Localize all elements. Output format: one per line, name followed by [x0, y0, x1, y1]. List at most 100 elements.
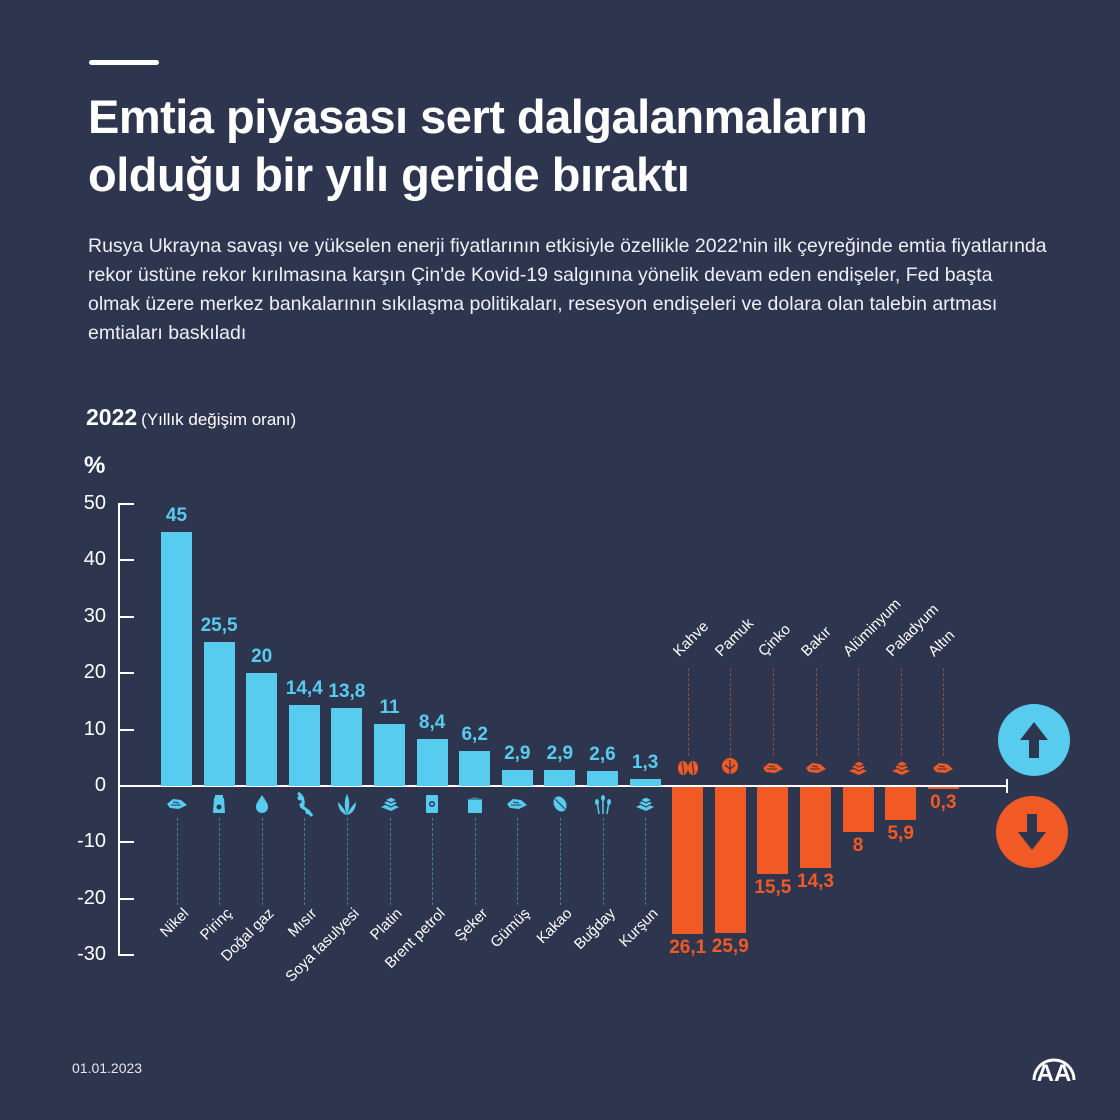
value-label: 5,9 — [887, 823, 914, 845]
chart-year-label: 2022 (Yıllık değişim oranı) — [86, 404, 296, 431]
arrow-up-icon — [1020, 722, 1048, 758]
y-tick-label: -20 — [77, 886, 106, 909]
leader-line — [815, 668, 817, 756]
metal-ore-icon — [761, 758, 785, 778]
category-label: Bakır — [797, 623, 835, 660]
leader-line — [900, 668, 902, 756]
leader-line — [517, 818, 519, 905]
metal-bars-icon — [633, 794, 657, 814]
y-tick — [118, 615, 134, 618]
increase-indicator — [998, 704, 1070, 776]
value-label: 6,2 — [461, 724, 488, 746]
value-label: 11 — [379, 696, 400, 718]
bar-5 — [374, 723, 405, 786]
coffee-beans-icon — [676, 758, 700, 778]
leader-line — [219, 818, 221, 905]
y-tick-label: 0 — [94, 774, 106, 796]
bar-9 — [544, 769, 576, 786]
category-label: Buğday — [570, 905, 619, 953]
corn-icon — [335, 794, 359, 815]
leader-line — [432, 818, 434, 905]
leader-line — [346, 818, 348, 905]
category-label: Pirinç — [196, 905, 236, 944]
metal-ore-icon — [804, 758, 828, 778]
value-label: 2,9 — [504, 742, 531, 764]
bar-6 — [416, 738, 448, 786]
value-label: 15,5 — [754, 877, 792, 899]
cocoa-pod-icon — [548, 794, 572, 814]
value-label: 2,6 — [589, 744, 616, 766]
value-label: 45 — [165, 505, 188, 527]
leader-line — [559, 818, 561, 905]
y-tick — [118, 897, 134, 900]
page-title: Emtia piyasası sert dalgalanmaların oldu… — [88, 88, 1048, 204]
y-tick-label: -10 — [77, 830, 106, 853]
y-tick-label: -30 — [77, 943, 106, 966]
cotton-icon — [718, 758, 742, 778]
year: 2022 — [86, 404, 138, 430]
y-tick — [118, 728, 134, 731]
bar-12 — [672, 787, 704, 935]
leader-line — [474, 818, 476, 905]
bar-8 — [501, 769, 533, 786]
y-tick — [118, 954, 134, 957]
bar-15 — [800, 787, 831, 868]
metal-bars-icon — [846, 758, 870, 778]
zero-baseline — [118, 785, 1008, 787]
publish-date: 01.01.2023 — [72, 1060, 143, 1076]
leader-line — [389, 818, 391, 905]
leader-line — [645, 818, 647, 905]
decorative-top-bar — [89, 60, 159, 65]
value-label: 14,4 — [285, 677, 323, 699]
subtitle: Rusya Ukrayna savaşı ve yükselen enerji … — [88, 235, 1047, 344]
decrease-indicator — [996, 796, 1068, 868]
leader-line — [261, 818, 263, 905]
sugar-sack-icon — [463, 794, 487, 814]
value-label: 25,5 — [200, 615, 238, 637]
bar-14 — [757, 787, 789, 875]
bar-4 — [331, 708, 363, 786]
bar-13 — [714, 787, 746, 934]
category-label: Mısır — [284, 905, 321, 941]
category-label: Kakao — [533, 905, 576, 948]
category-label: Çinko — [754, 620, 795, 660]
value-label: 8,4 — [418, 711, 446, 733]
y-tick — [118, 672, 134, 675]
y-tick — [118, 559, 134, 562]
metal-bars-icon — [378, 794, 402, 814]
category-label: Altın — [925, 626, 959, 660]
leader-line — [772, 668, 774, 756]
value-label: 13,8 — [328, 681, 366, 703]
bar-3 — [288, 704, 320, 786]
y-tick-label: 50 — [83, 492, 106, 514]
leader-line — [176, 818, 178, 905]
metal-ore-icon — [931, 758, 955, 778]
leader-line — [858, 668, 860, 756]
value-label: 2,9 — [546, 742, 574, 764]
leader-line — [602, 818, 604, 905]
category-label: Pamuk — [712, 614, 758, 660]
bar-18 — [927, 787, 959, 789]
leader-line — [730, 668, 732, 756]
y-tick — [118, 503, 134, 505]
bar-11 — [629, 778, 661, 786]
metal-ore-icon — [165, 794, 189, 814]
leader-line — [943, 668, 945, 756]
metal-bars-icon — [889, 758, 913, 778]
svg-text:AA: AA — [1037, 1060, 1072, 1084]
leader-line — [687, 668, 689, 756]
chart-note: (Yıllık değişim oranı) — [141, 410, 297, 429]
rice-sack-icon — [207, 794, 231, 814]
category-label: Nikel — [156, 905, 193, 941]
leader-line — [304, 818, 306, 905]
baseline-end-cap — [1006, 779, 1008, 793]
value-label: 26,1 — [669, 937, 707, 959]
y-tick-label: 30 — [83, 604, 106, 627]
y-tick — [118, 841, 134, 844]
soybean-icon — [292, 791, 316, 817]
y-tick-label: 40 — [83, 548, 106, 571]
category-label: Kahve — [669, 617, 712, 660]
oil-barrel-icon — [420, 794, 444, 814]
value-label: 0,3 — [930, 791, 957, 813]
